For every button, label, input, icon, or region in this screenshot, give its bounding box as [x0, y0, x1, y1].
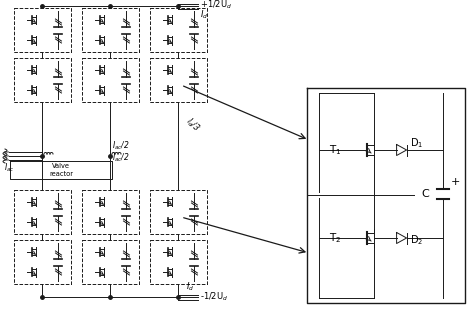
- Text: T$_2$: T$_2$: [329, 231, 341, 245]
- Text: I$_d$/3: I$_d$/3: [183, 115, 202, 135]
- Text: +: +: [451, 177, 460, 187]
- Text: D$_1$: D$_1$: [410, 136, 423, 150]
- Text: I$_d$: I$_d$: [200, 9, 208, 21]
- Text: +1/2U$_d$: +1/2U$_d$: [200, 0, 232, 11]
- Text: C: C: [421, 189, 429, 199]
- Text: Valve
reactor: Valve reactor: [49, 164, 73, 176]
- Text: -1/2U$_d$: -1/2U$_d$: [200, 291, 228, 303]
- Text: I$_d$: I$_d$: [186, 281, 194, 293]
- Text: D$_2$: D$_2$: [410, 233, 423, 247]
- Text: T$_1$: T$_1$: [329, 143, 341, 157]
- Text: I$_{ac}$/2: I$_{ac}$/2: [112, 152, 129, 165]
- Text: I$_{ac}$: I$_{ac}$: [4, 161, 15, 174]
- Text: I$_{ac}$/2: I$_{ac}$/2: [112, 140, 129, 152]
